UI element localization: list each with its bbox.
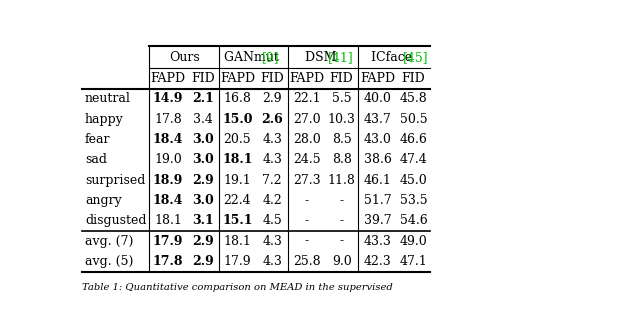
Text: -: - — [305, 214, 309, 227]
Text: 11.8: 11.8 — [328, 174, 356, 187]
Text: 9.0: 9.0 — [332, 255, 351, 268]
Text: [41]: [41] — [328, 51, 353, 64]
Text: 19.0: 19.0 — [154, 153, 182, 166]
Text: [45]: [45] — [403, 51, 428, 64]
Text: 3.0: 3.0 — [192, 153, 214, 166]
Text: 17.8: 17.8 — [154, 113, 182, 126]
Text: ICface: ICface — [371, 51, 416, 64]
Text: disgusted: disgusted — [85, 214, 147, 227]
Text: Ours: Ours — [169, 51, 200, 64]
Text: FID: FID — [402, 72, 426, 85]
Text: 17.9: 17.9 — [153, 235, 183, 247]
Text: avg. (5): avg. (5) — [85, 255, 133, 268]
Text: 50.5: 50.5 — [400, 113, 428, 126]
Text: 28.0: 28.0 — [293, 133, 321, 146]
Text: -: - — [305, 194, 309, 207]
Text: 20.5: 20.5 — [223, 133, 252, 146]
Text: 18.4: 18.4 — [153, 133, 183, 146]
Text: fear: fear — [85, 133, 111, 146]
Text: 42.3: 42.3 — [364, 255, 392, 268]
Text: FID: FID — [191, 72, 214, 85]
Text: 54.6: 54.6 — [400, 214, 428, 227]
Text: 4.2: 4.2 — [262, 194, 282, 207]
Text: 2.1: 2.1 — [192, 92, 214, 105]
Text: 22.4: 22.4 — [223, 194, 252, 207]
Text: 18.1: 18.1 — [222, 153, 253, 166]
Text: 8.5: 8.5 — [332, 133, 351, 146]
Text: 38.6: 38.6 — [364, 153, 392, 166]
Text: avg. (7): avg. (7) — [85, 235, 133, 247]
Text: 47.1: 47.1 — [400, 255, 428, 268]
Text: neutral: neutral — [85, 92, 131, 105]
Text: 18.1: 18.1 — [223, 235, 252, 247]
Text: 24.5: 24.5 — [293, 153, 321, 166]
Text: 10.3: 10.3 — [328, 113, 356, 126]
Text: 15.1: 15.1 — [222, 214, 253, 227]
Text: 3.4: 3.4 — [193, 113, 212, 126]
Text: 22.1: 22.1 — [293, 92, 321, 105]
Text: 4.5: 4.5 — [262, 214, 282, 227]
Text: 17.9: 17.9 — [223, 255, 252, 268]
Text: 2.9: 2.9 — [192, 255, 214, 268]
Text: 40.0: 40.0 — [364, 92, 392, 105]
Text: -: - — [340, 214, 344, 227]
Text: 18.4: 18.4 — [153, 194, 183, 207]
Text: 18.9: 18.9 — [153, 174, 183, 187]
Text: 27.3: 27.3 — [293, 174, 321, 187]
Text: 16.8: 16.8 — [223, 92, 252, 105]
Text: 17.8: 17.8 — [153, 255, 183, 268]
Text: [9]: [9] — [262, 51, 280, 64]
Text: 47.4: 47.4 — [400, 153, 428, 166]
Text: 8.8: 8.8 — [332, 153, 351, 166]
Text: DSM: DSM — [305, 51, 340, 64]
Text: Table 1: Quantitative comparison on MEAD in the supervised: Table 1: Quantitative comparison on MEAD… — [83, 282, 393, 292]
Text: 2.9: 2.9 — [262, 92, 282, 105]
Text: 19.1: 19.1 — [223, 174, 252, 187]
Text: -: - — [305, 235, 309, 247]
Text: 43.7: 43.7 — [364, 113, 392, 126]
Text: 39.7: 39.7 — [364, 214, 392, 227]
Text: 4.3: 4.3 — [262, 153, 282, 166]
Text: 45.0: 45.0 — [400, 174, 428, 187]
Text: 51.7: 51.7 — [364, 194, 392, 207]
Text: 43.3: 43.3 — [364, 235, 392, 247]
Text: 43.0: 43.0 — [364, 133, 392, 146]
Text: FID: FID — [260, 72, 284, 85]
Text: surprised: surprised — [85, 174, 145, 187]
Text: 7.2: 7.2 — [262, 174, 282, 187]
Text: 4.3: 4.3 — [262, 255, 282, 268]
Text: FAPD: FAPD — [220, 72, 255, 85]
Text: 3.0: 3.0 — [192, 194, 214, 207]
Text: 4.3: 4.3 — [262, 133, 282, 146]
Text: 46.6: 46.6 — [399, 133, 428, 146]
Text: -: - — [340, 194, 344, 207]
Text: 2.9: 2.9 — [192, 235, 214, 247]
Text: 46.1: 46.1 — [364, 174, 392, 187]
Text: 2.9: 2.9 — [192, 174, 214, 187]
Text: 49.0: 49.0 — [400, 235, 428, 247]
Text: sad: sad — [85, 153, 107, 166]
Text: happy: happy — [85, 113, 124, 126]
Text: FID: FID — [330, 72, 353, 85]
Text: angry: angry — [85, 194, 122, 207]
Text: FAPD: FAPD — [289, 72, 324, 85]
Text: FAPD: FAPD — [150, 72, 186, 85]
Text: 18.1: 18.1 — [154, 214, 182, 227]
Text: GANmut: GANmut — [224, 51, 283, 64]
Text: 25.8: 25.8 — [293, 255, 321, 268]
Text: 45.8: 45.8 — [400, 92, 428, 105]
Text: 53.5: 53.5 — [400, 194, 428, 207]
Text: 27.0: 27.0 — [293, 113, 321, 126]
Text: -: - — [340, 235, 344, 247]
Text: 4.3: 4.3 — [262, 235, 282, 247]
Text: 3.1: 3.1 — [192, 214, 214, 227]
Text: FAPD: FAPD — [360, 72, 395, 85]
Text: 15.0: 15.0 — [222, 113, 253, 126]
Text: 2.6: 2.6 — [261, 113, 283, 126]
Text: 3.0: 3.0 — [192, 133, 214, 146]
Text: 14.9: 14.9 — [153, 92, 183, 105]
Text: 5.5: 5.5 — [332, 92, 351, 105]
